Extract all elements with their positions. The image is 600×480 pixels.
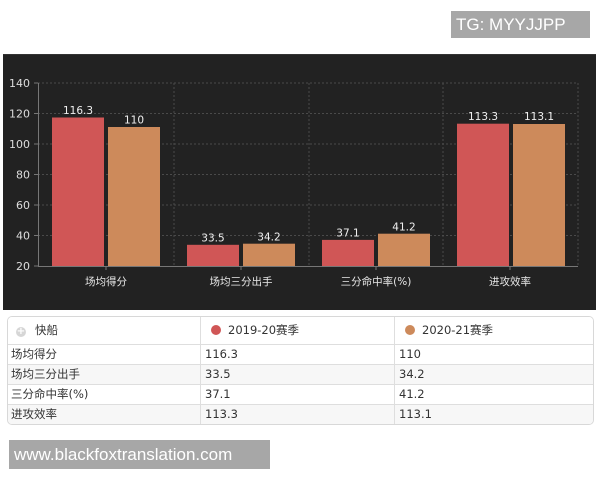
cell-2020: 110 [399, 347, 421, 361]
x-axis-labels: 场均得分 场均三分出手 三分命中率(%) 进攻效率 [85, 275, 531, 288]
y-tick-label: 140 [9, 77, 30, 90]
bar-2020-ortg[interactable] [513, 124, 565, 266]
legend-label: 2019-20赛季 [228, 323, 300, 337]
bar-chart: 140 120 100 80 60 40 20 116.3 110 33.5 3… [3, 54, 596, 310]
legend-2020-21[interactable]: 2020-21赛季 [395, 317, 593, 344]
watermark-top: TG: MYYJJPP [451, 11, 590, 38]
bar-2020-3pct[interactable] [378, 233, 430, 266]
team-name: 快船 [35, 323, 58, 337]
data-table: + 快船 2019-20赛季 2020-21赛季 场均得分 116.3 110 场… [7, 316, 594, 425]
legend-dot-icon [211, 325, 221, 335]
bar-2020-3pa[interactable] [243, 243, 295, 266]
value-label: 113.1 [524, 111, 554, 123]
legend-dot-icon [405, 325, 415, 335]
table-row: 场均得分 116.3 110 [8, 344, 593, 364]
value-label: 110 [124, 115, 144, 127]
y-axis-labels: 140 120 100 80 60 40 20 [9, 77, 30, 273]
bar-2019-ppg[interactable] [52, 117, 104, 267]
bar-2019-3pa[interactable] [187, 244, 239, 266]
y-tick-label: 120 [9, 108, 30, 121]
bars [52, 117, 565, 267]
watermark-bottom: www.blackfoxtranslation.com [9, 440, 270, 469]
row-label: 场均得分 [8, 345, 201, 364]
table-header: + 快船 2019-20赛季 2020-21赛季 [8, 317, 593, 344]
add-team-icon[interactable]: + [16, 326, 26, 337]
category-label: 三分命中率(%) [341, 275, 412, 288]
row-label: 进攻效率 [8, 405, 201, 424]
row-label: 三分命中率(%) [8, 385, 201, 404]
value-label: 41.2 [392, 222, 415, 234]
axes [34, 82, 578, 270]
cell-2020: 34.2 [399, 367, 425, 381]
category-label: 场均三分出手 [210, 275, 273, 288]
bar-2019-3pct[interactable] [322, 239, 374, 266]
category-label: 场均得分 [85, 275, 127, 288]
cell-2019: 116.3 [201, 345, 395, 364]
y-tick-label: 60 [16, 199, 30, 212]
legend-2019-20[interactable]: 2019-20赛季 [201, 317, 395, 344]
y-tick-label: 40 [16, 230, 30, 243]
cell-2020: 41.2 [399, 387, 425, 401]
table-row: 场均三分出手 33.5 34.2 [8, 364, 593, 384]
cell-2019: 33.5 [201, 365, 395, 384]
row-label: 场均三分出手 [8, 365, 201, 384]
bar-2019-ortg[interactable] [457, 123, 509, 266]
y-tick-label: 80 [16, 169, 30, 182]
bar-2020-ppg[interactable] [108, 127, 160, 266]
value-labels: 116.3 110 33.5 34.2 37.1 41.2 113.3 113.… [63, 105, 554, 245]
y-tick-label: 100 [9, 138, 30, 151]
value-label: 113.3 [468, 111, 498, 123]
category-label: 进攻效率 [489, 275, 531, 288]
cell-2020: 113.1 [399, 407, 432, 421]
value-label: 34.2 [257, 232, 280, 244]
y-tick-label: 20 [16, 260, 30, 273]
value-label: 33.5 [201, 233, 224, 245]
value-label: 37.1 [336, 228, 359, 240]
legend-label: 2020-21赛季 [422, 323, 494, 337]
table-row: 三分命中率(%) 37.1 41.2 [8, 384, 593, 404]
cell-2019: 37.1 [201, 385, 395, 404]
value-label: 116.3 [63, 105, 93, 117]
chart-canvas: 140 120 100 80 60 40 20 116.3 110 33.5 3… [9, 77, 579, 288]
cell-2019: 113.3 [201, 405, 395, 424]
table-row: 进攻效率 113.3 113.1 [8, 404, 593, 424]
team-header-cell[interactable]: + 快船 [8, 317, 201, 344]
